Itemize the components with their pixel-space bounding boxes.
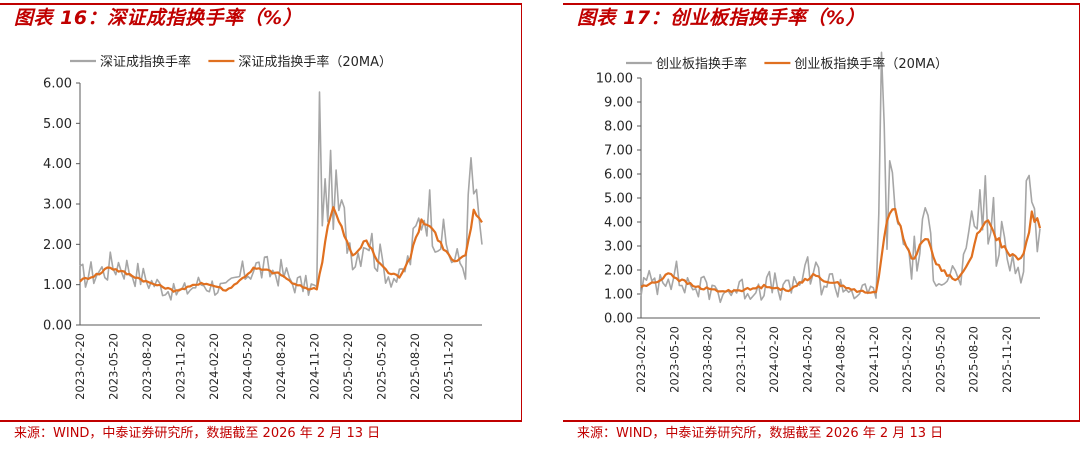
source-note: 来源：WIND，中泰证券研究所，数据截至 2026 年 2 月 13 日 [577, 426, 944, 441]
x-tick-label: 2025-02-20 [341, 333, 355, 400]
series-line-turnover [640, 51, 1041, 304]
legend-label: 创业板指换手率（20MA） [794, 56, 948, 72]
source-note: 来源：WIND，中泰证券研究所，数据截至 2026 年 2 月 13 日 [14, 426, 381, 441]
chart-title: 图表 16：深证成指换手率（%） [14, 7, 303, 29]
y-tick-label: 6.00 [604, 168, 633, 183]
x-tick-label: 2024-02-20 [767, 326, 781, 393]
x-tick-label: 2025-02-20 [900, 326, 914, 393]
chart-canvas: 0.00 1.00 2.00 3.00 4.00 5.00 6.00 7.00 8.00 9.00… [596, 51, 1042, 393]
chart-title: 图表 17：创业板指换手率（%） [577, 7, 866, 29]
legend-label: 深证成指换手率 [100, 54, 191, 70]
top-rule [0, 3, 522, 5]
x-tick-label: 2023-05-20 [667, 326, 681, 393]
y-tick-label: 3.00 [604, 240, 633, 255]
series-line-20ma [79, 206, 483, 293]
x-tick-label: 2023-05-20 [107, 333, 121, 400]
y-tick-label: 7.00 [604, 144, 633, 159]
x-tick-label: 2024-08-20 [274, 333, 288, 400]
x-tick-label: 2023-02-20 [634, 326, 648, 393]
series-line-20ma [640, 207, 1042, 294]
y-tick-label: 9.00 [604, 96, 633, 111]
panel-border [521, 3, 522, 421]
y-tick-label: 1.00 [43, 278, 72, 293]
series-line-turnover [79, 91, 483, 301]
chart-panel-chinext: 图表 17：创业板指换手率（%） 0.00 1.00 2.00 3.00 4.00 5.0… [563, 0, 1080, 449]
x-tick-label: 2024-05-20 [241, 333, 255, 400]
chart-panel-shenzhen: 图表 16：深证成指换手率（%） 0.00 1.00 2.00 3.00 4.00 5.0… [0, 0, 522, 449]
y-tick-label: 0.00 [43, 319, 72, 334]
x-tick-label: 2023-11-20 [734, 326, 748, 393]
bottom-rule [0, 420, 522, 422]
y-tick-label: 1.00 [604, 288, 633, 303]
y-tick-label: 4.00 [43, 157, 72, 172]
legend-label: 深证成指换手率（20MA） [238, 54, 392, 70]
x-tick-label: 2024-08-20 [834, 326, 848, 393]
y-tick-label: 2.00 [604, 264, 633, 279]
x-tick-label: 2025-11-20 [442, 333, 456, 400]
x-tick-label: 2023-02-20 [73, 333, 87, 400]
y-tick-label: 10.00 [596, 72, 633, 87]
y-tick-label: 2.00 [43, 238, 72, 253]
bottom-rule [563, 420, 1080, 422]
x-tick-label: 2025-08-20 [408, 333, 422, 400]
y-tick-label: 0.00 [604, 312, 633, 327]
legend-label: 创业板指换手率 [656, 56, 747, 72]
y-tick-label: 5.00 [604, 192, 633, 207]
x-tick-label: 2023-08-20 [701, 326, 715, 393]
x-tick-label: 2023-11-20 [174, 333, 188, 400]
y-tick-label: 6.00 [43, 77, 72, 92]
y-tick-label: 5.00 [43, 117, 72, 132]
x-tick-label: 2025-05-20 [933, 326, 947, 393]
x-tick-label: 2024-11-20 [308, 333, 322, 400]
x-tick-label: 2025-05-20 [375, 333, 389, 400]
y-tick-label: 4.00 [604, 216, 633, 231]
y-tick-label: 3.00 [43, 198, 72, 213]
x-tick-label: 2023-08-20 [140, 333, 154, 400]
x-tick-label: 2025-08-20 [967, 326, 981, 393]
x-tick-label: 2024-02-20 [207, 333, 221, 400]
y-tick-label: 8.00 [604, 120, 633, 135]
chart-canvas: 0.00 1.00 2.00 3.00 4.00 5.00 6.00 2023-02-20 20… [43, 54, 483, 400]
x-tick-label: 2024-11-20 [867, 326, 881, 393]
x-tick-label: 2024-05-20 [800, 326, 814, 393]
x-tick-label: 2025-11-20 [1000, 326, 1014, 393]
top-rule [563, 3, 1080, 5]
